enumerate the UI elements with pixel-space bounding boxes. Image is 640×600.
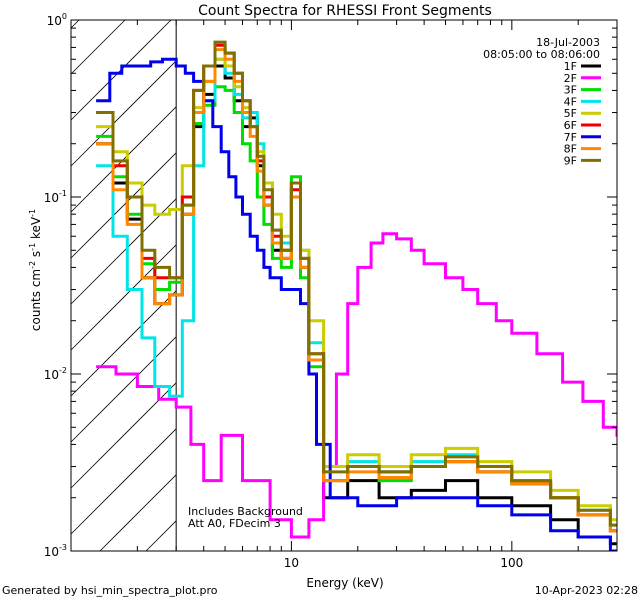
legend-label-3F: 3F bbox=[564, 84, 577, 97]
annotation-background: Includes Background bbox=[188, 505, 303, 518]
chart-title: Count Spectra for RHESSI Front Segments bbox=[198, 3, 492, 19]
y-tick-label: 10-1 bbox=[44, 189, 67, 205]
footer-generator: Generated by hsi_min_spectra_plot.pro bbox=[2, 584, 218, 597]
hatch-line bbox=[70, 336, 177, 443]
legend-label-1F: 1F bbox=[564, 60, 577, 73]
legend-label-5F: 5F bbox=[564, 107, 577, 120]
legend-label-4F: 4F bbox=[564, 95, 577, 108]
hatch-line bbox=[70, 428, 177, 535]
hatch-line bbox=[70, 198, 177, 305]
series-7F-line bbox=[96, 57, 617, 551]
hatch-line bbox=[70, 244, 177, 351]
legend-label-2F: 2F bbox=[564, 72, 577, 85]
hatch-line bbox=[145, 520, 177, 552]
series-layer bbox=[96, 40, 617, 551]
series-8F-line bbox=[96, 48, 617, 533]
hatch-line bbox=[70, 290, 177, 397]
legend-label-6F: 6F bbox=[564, 119, 577, 132]
hatch-line bbox=[70, 152, 177, 259]
legend-label-7F: 7F bbox=[564, 131, 577, 144]
footer-timestamp: 10-Apr-2023 02:28 bbox=[535, 584, 638, 597]
series-2F-line bbox=[96, 232, 617, 539]
annotation-attenuator: Att A0, FDecim 3 bbox=[188, 517, 281, 530]
hatch-line bbox=[99, 474, 177, 552]
y-tick-label: 100 bbox=[47, 12, 67, 28]
series-5F-line bbox=[96, 57, 617, 522]
series-9F-line bbox=[96, 40, 617, 527]
hatch-line bbox=[70, 19, 126, 75]
legend-time-range: 08:05:00 to 08:06:00 bbox=[483, 48, 600, 61]
legend-date: 18-Jul-2003 bbox=[536, 36, 600, 49]
series-6F-line bbox=[96, 43, 617, 533]
y-axis-label: counts cm-2 s-1 keV-1 bbox=[28, 209, 43, 331]
legend-label-9F: 9F bbox=[564, 154, 577, 167]
axes: 10 100 10-3 10-2 10-1 100 bbox=[44, 12, 618, 570]
y-tick-label: 10-2 bbox=[44, 366, 67, 382]
plot-frame bbox=[70, 19, 618, 552]
hatch-line bbox=[70, 60, 177, 167]
series-3F-line bbox=[96, 85, 617, 533]
x-tick-label: 100 bbox=[500, 556, 523, 570]
x-axis-label: Energy (keV) bbox=[306, 576, 383, 590]
legend: 18-Jul-2003 08:05:00 to 08:06:00 1F2F3F4… bbox=[483, 36, 601, 167]
y-tick-label: 10-3 bbox=[44, 543, 67, 559]
x-tick-label: 10 bbox=[284, 556, 299, 570]
hatch-line bbox=[70, 19, 80, 29]
hatch-region bbox=[70, 19, 177, 552]
legend-label-8F: 8F bbox=[564, 143, 577, 156]
